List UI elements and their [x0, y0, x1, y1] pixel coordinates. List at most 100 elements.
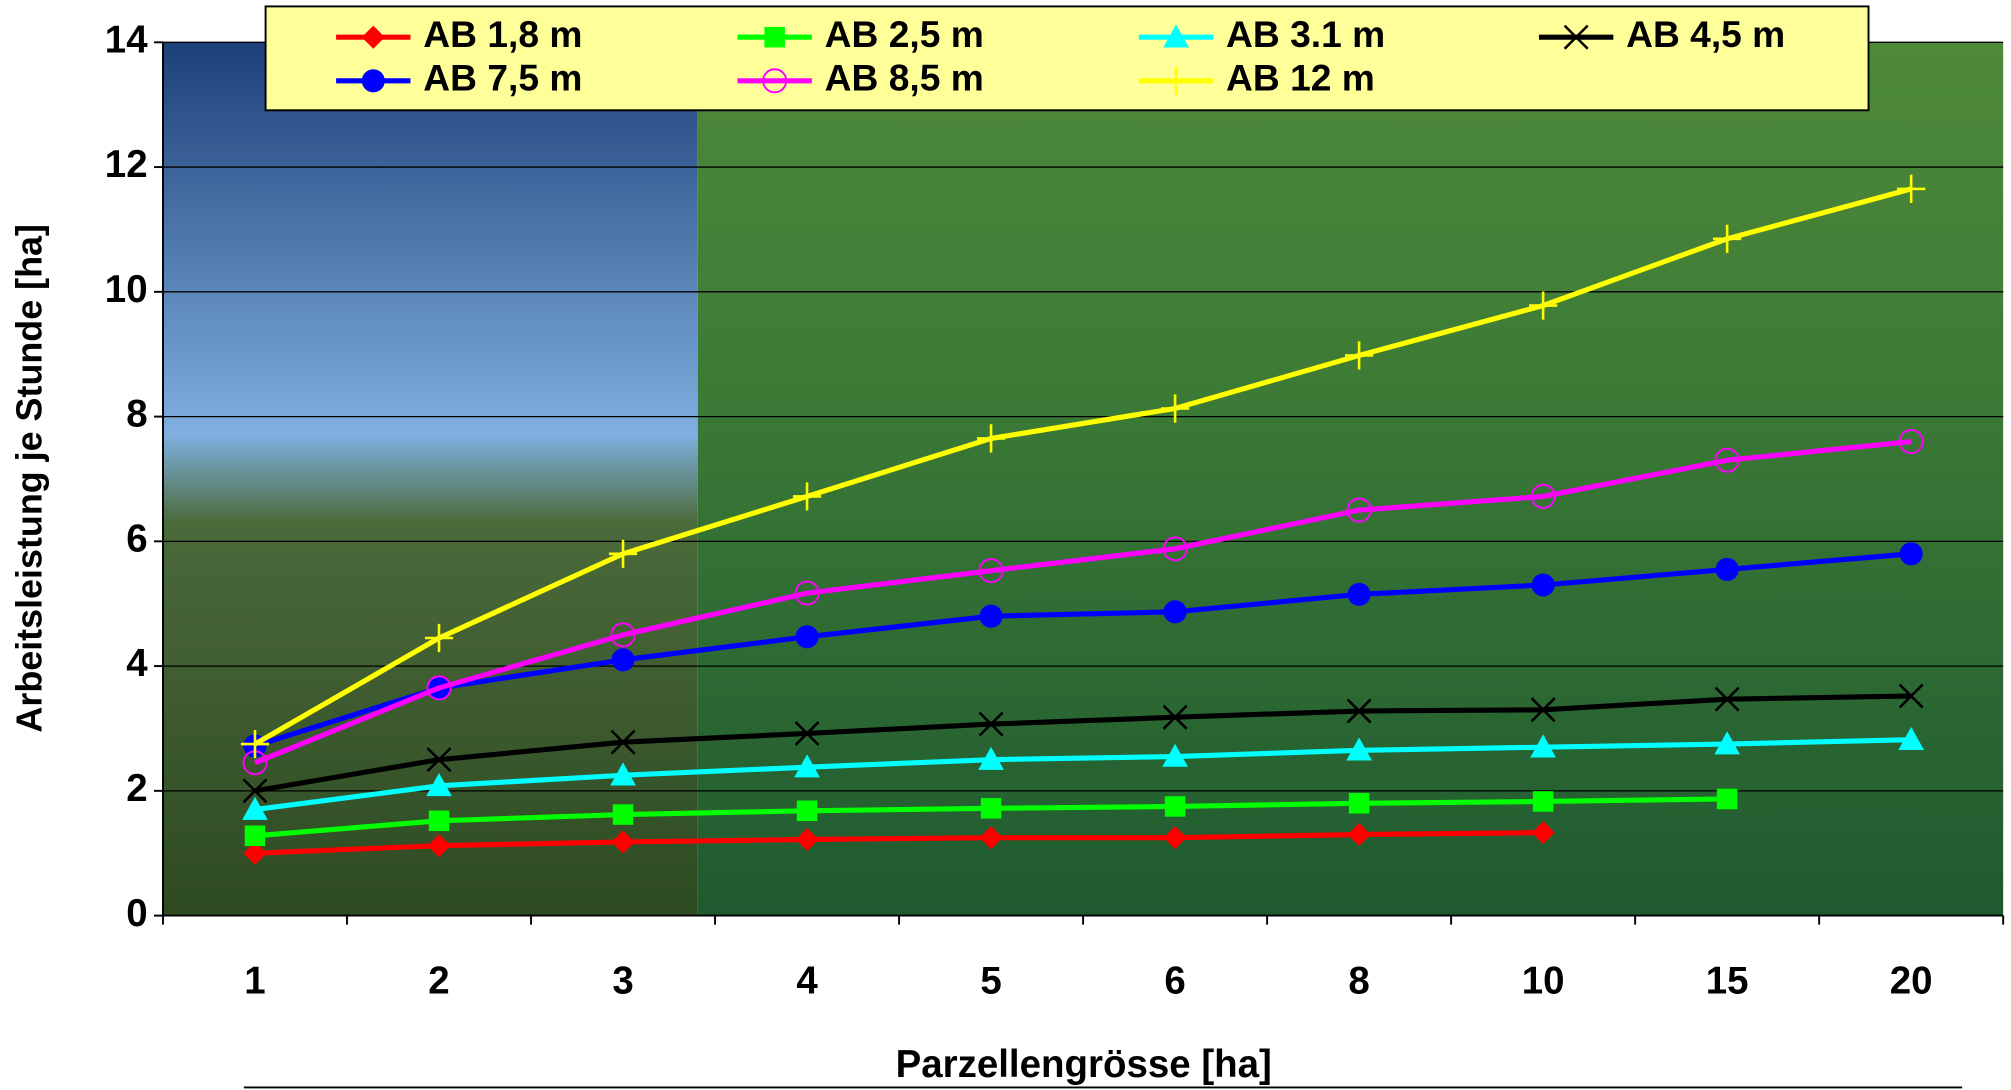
marker — [611, 830, 635, 854]
marker — [1346, 737, 1372, 761]
marker — [792, 482, 822, 511]
y-axis-title: Arbeitsleistung je Stunde [ha] — [10, 224, 50, 733]
legend-label: AB 12 m — [1226, 57, 1375, 99]
marker — [978, 558, 1004, 584]
marker — [794, 580, 820, 606]
marker — [610, 622, 636, 648]
marker — [426, 773, 452, 797]
marker — [1345, 341, 1374, 370]
marker — [361, 25, 385, 49]
y-tick-label: 6 — [126, 517, 147, 560]
marker — [1161, 66, 1191, 95]
marker — [608, 539, 638, 568]
y-tick-label: 12 — [105, 143, 148, 186]
marker — [426, 675, 452, 701]
marker — [610, 762, 636, 786]
marker — [1348, 793, 1370, 814]
series-line — [254, 693, 1912, 794]
marker — [794, 721, 820, 746]
marker — [1530, 734, 1556, 758]
marker — [980, 798, 1002, 819]
marker — [1160, 394, 1190, 423]
marker — [1531, 821, 1555, 845]
marker — [1899, 542, 1923, 566]
marker — [611, 648, 635, 672]
legend-label: AB 8,5 m — [825, 57, 984, 99]
legend-label: AB 4,5 m — [1626, 13, 1785, 55]
marker — [1713, 224, 1742, 253]
series-line — [254, 438, 1912, 766]
x-tick-label: 15 — [1706, 960, 1749, 1003]
x-tick-label: 4 — [796, 960, 818, 1003]
marker — [1897, 174, 1926, 204]
legend-label: AB 1,8 m — [423, 13, 582, 55]
marker — [764, 26, 785, 48]
x-tick-label: 10 — [1522, 960, 1565, 1003]
marker — [244, 825, 266, 847]
y-tick-label: 14 — [105, 18, 148, 61]
series-line — [254, 737, 1912, 813]
marker — [1716, 788, 1738, 810]
marker — [240, 729, 270, 759]
marker — [1164, 796, 1186, 817]
marker — [428, 810, 450, 832]
x-tick-label: 20 — [1890, 960, 1933, 1003]
marker — [1162, 704, 1188, 730]
marker — [795, 625, 819, 649]
marker — [1898, 429, 1924, 455]
marker — [426, 747, 452, 773]
x-tick-label: 3 — [612, 960, 633, 1003]
x-tick-label: 1 — [244, 960, 265, 1003]
series-line — [254, 551, 1912, 749]
legend-box — [264, 5, 1870, 112]
y-tick-label: 0 — [126, 892, 147, 935]
marker — [1563, 24, 1589, 50]
marker — [979, 604, 1003, 628]
legend-label: AB 2,5 m — [825, 13, 984, 55]
y-tick-label: 2 — [126, 767, 147, 810]
x-axis-title: Parzellengrösse [ha] — [896, 1043, 1272, 1086]
marker — [1714, 447, 1740, 473]
marker — [1347, 582, 1371, 606]
marker — [1346, 497, 1372, 523]
legend-label: AB 7,5 m — [423, 57, 582, 99]
marker — [424, 623, 454, 653]
x-tick-label: 5 — [980, 960, 1001, 1003]
y-tick-label: 4 — [126, 642, 148, 685]
marker — [1346, 698, 1372, 724]
marker — [1530, 483, 1556, 509]
marker — [1898, 683, 1924, 709]
marker — [1532, 791, 1554, 812]
marker — [976, 424, 1006, 453]
marker — [612, 804, 634, 825]
marker — [242, 778, 268, 804]
marker — [610, 729, 636, 755]
marker — [1529, 291, 1558, 320]
marker — [762, 68, 788, 94]
marker — [979, 826, 1003, 850]
marker — [795, 827, 819, 852]
marker — [796, 800, 818, 822]
series-line — [254, 830, 1544, 856]
marker — [1715, 557, 1739, 581]
marker — [978, 746, 1004, 770]
x-tick-label: 8 — [1348, 960, 1369, 1003]
marker — [1347, 822, 1371, 847]
marker — [978, 711, 1004, 737]
series-line — [253, 186, 1912, 747]
marker — [1163, 24, 1189, 48]
marker — [794, 754, 820, 778]
marker — [1898, 726, 1924, 750]
marker — [242, 796, 268, 820]
legend-label: AB 3.1 m — [1226, 13, 1385, 55]
x-tick-label: 2 — [428, 960, 449, 1003]
y-tick-label: 8 — [126, 393, 147, 436]
marker — [361, 69, 385, 93]
marker — [427, 834, 451, 858]
marker — [1531, 573, 1555, 597]
marker — [1162, 536, 1188, 562]
y-tick-label: 10 — [105, 268, 148, 311]
x-tick-label: 6 — [1164, 960, 1185, 1003]
